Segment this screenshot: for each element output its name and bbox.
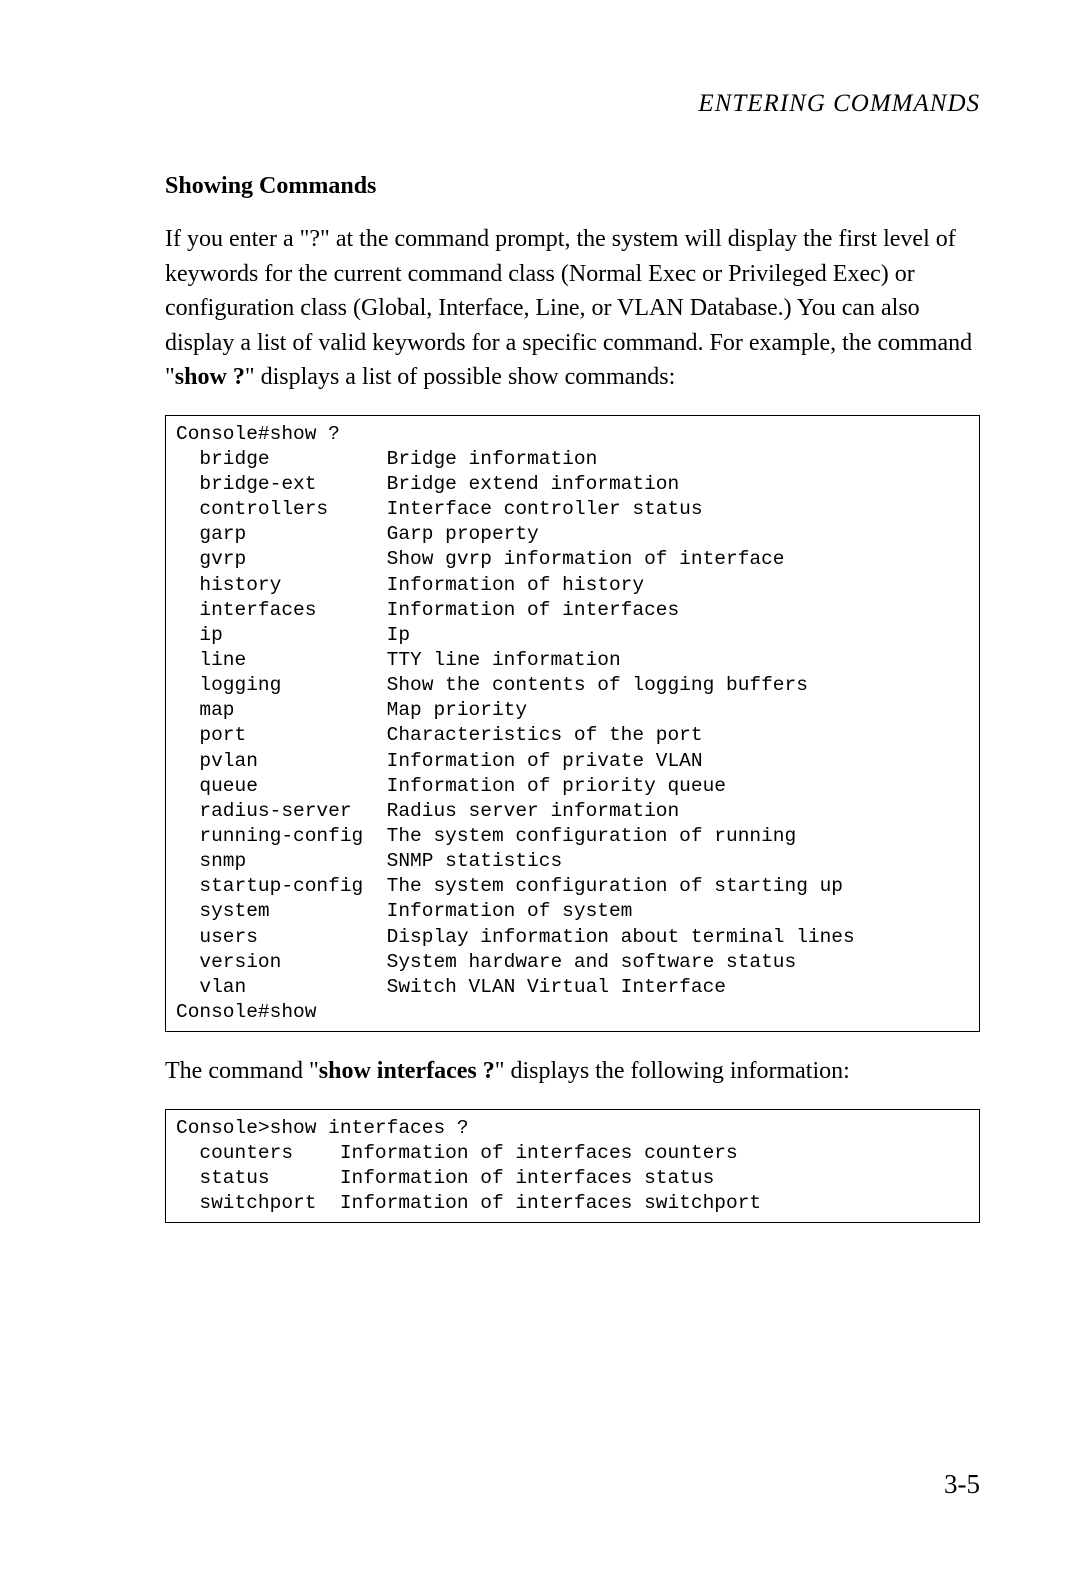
intro-paragraph: If you enter a "?" at the command prompt… (165, 222, 980, 395)
intro-bold-1: show ? (175, 364, 245, 390)
between-paragraph: The command "show interfaces ?" displays… (165, 1054, 980, 1089)
between-text-2: " displays the following information: (495, 1058, 850, 1084)
terminal-output-1: Console#show ? bridge Bridge information… (165, 415, 980, 1032)
intro-text-2: " displays a list of possible show comma… (245, 364, 675, 390)
between-text-1: The command " (165, 1058, 319, 1084)
between-bold-1: show interfaces ? (319, 1058, 495, 1084)
terminal-output-2: Console>show interfaces ? counters Infor… (165, 1109, 980, 1224)
page-container: ENTERING COMMANDS Showing Commands If yo… (0, 0, 1080, 1570)
page-number: 3-5 (944, 1469, 980, 1500)
section-title: Showing Commands (165, 173, 980, 200)
page-header: ENTERING COMMANDS (165, 90, 980, 118)
